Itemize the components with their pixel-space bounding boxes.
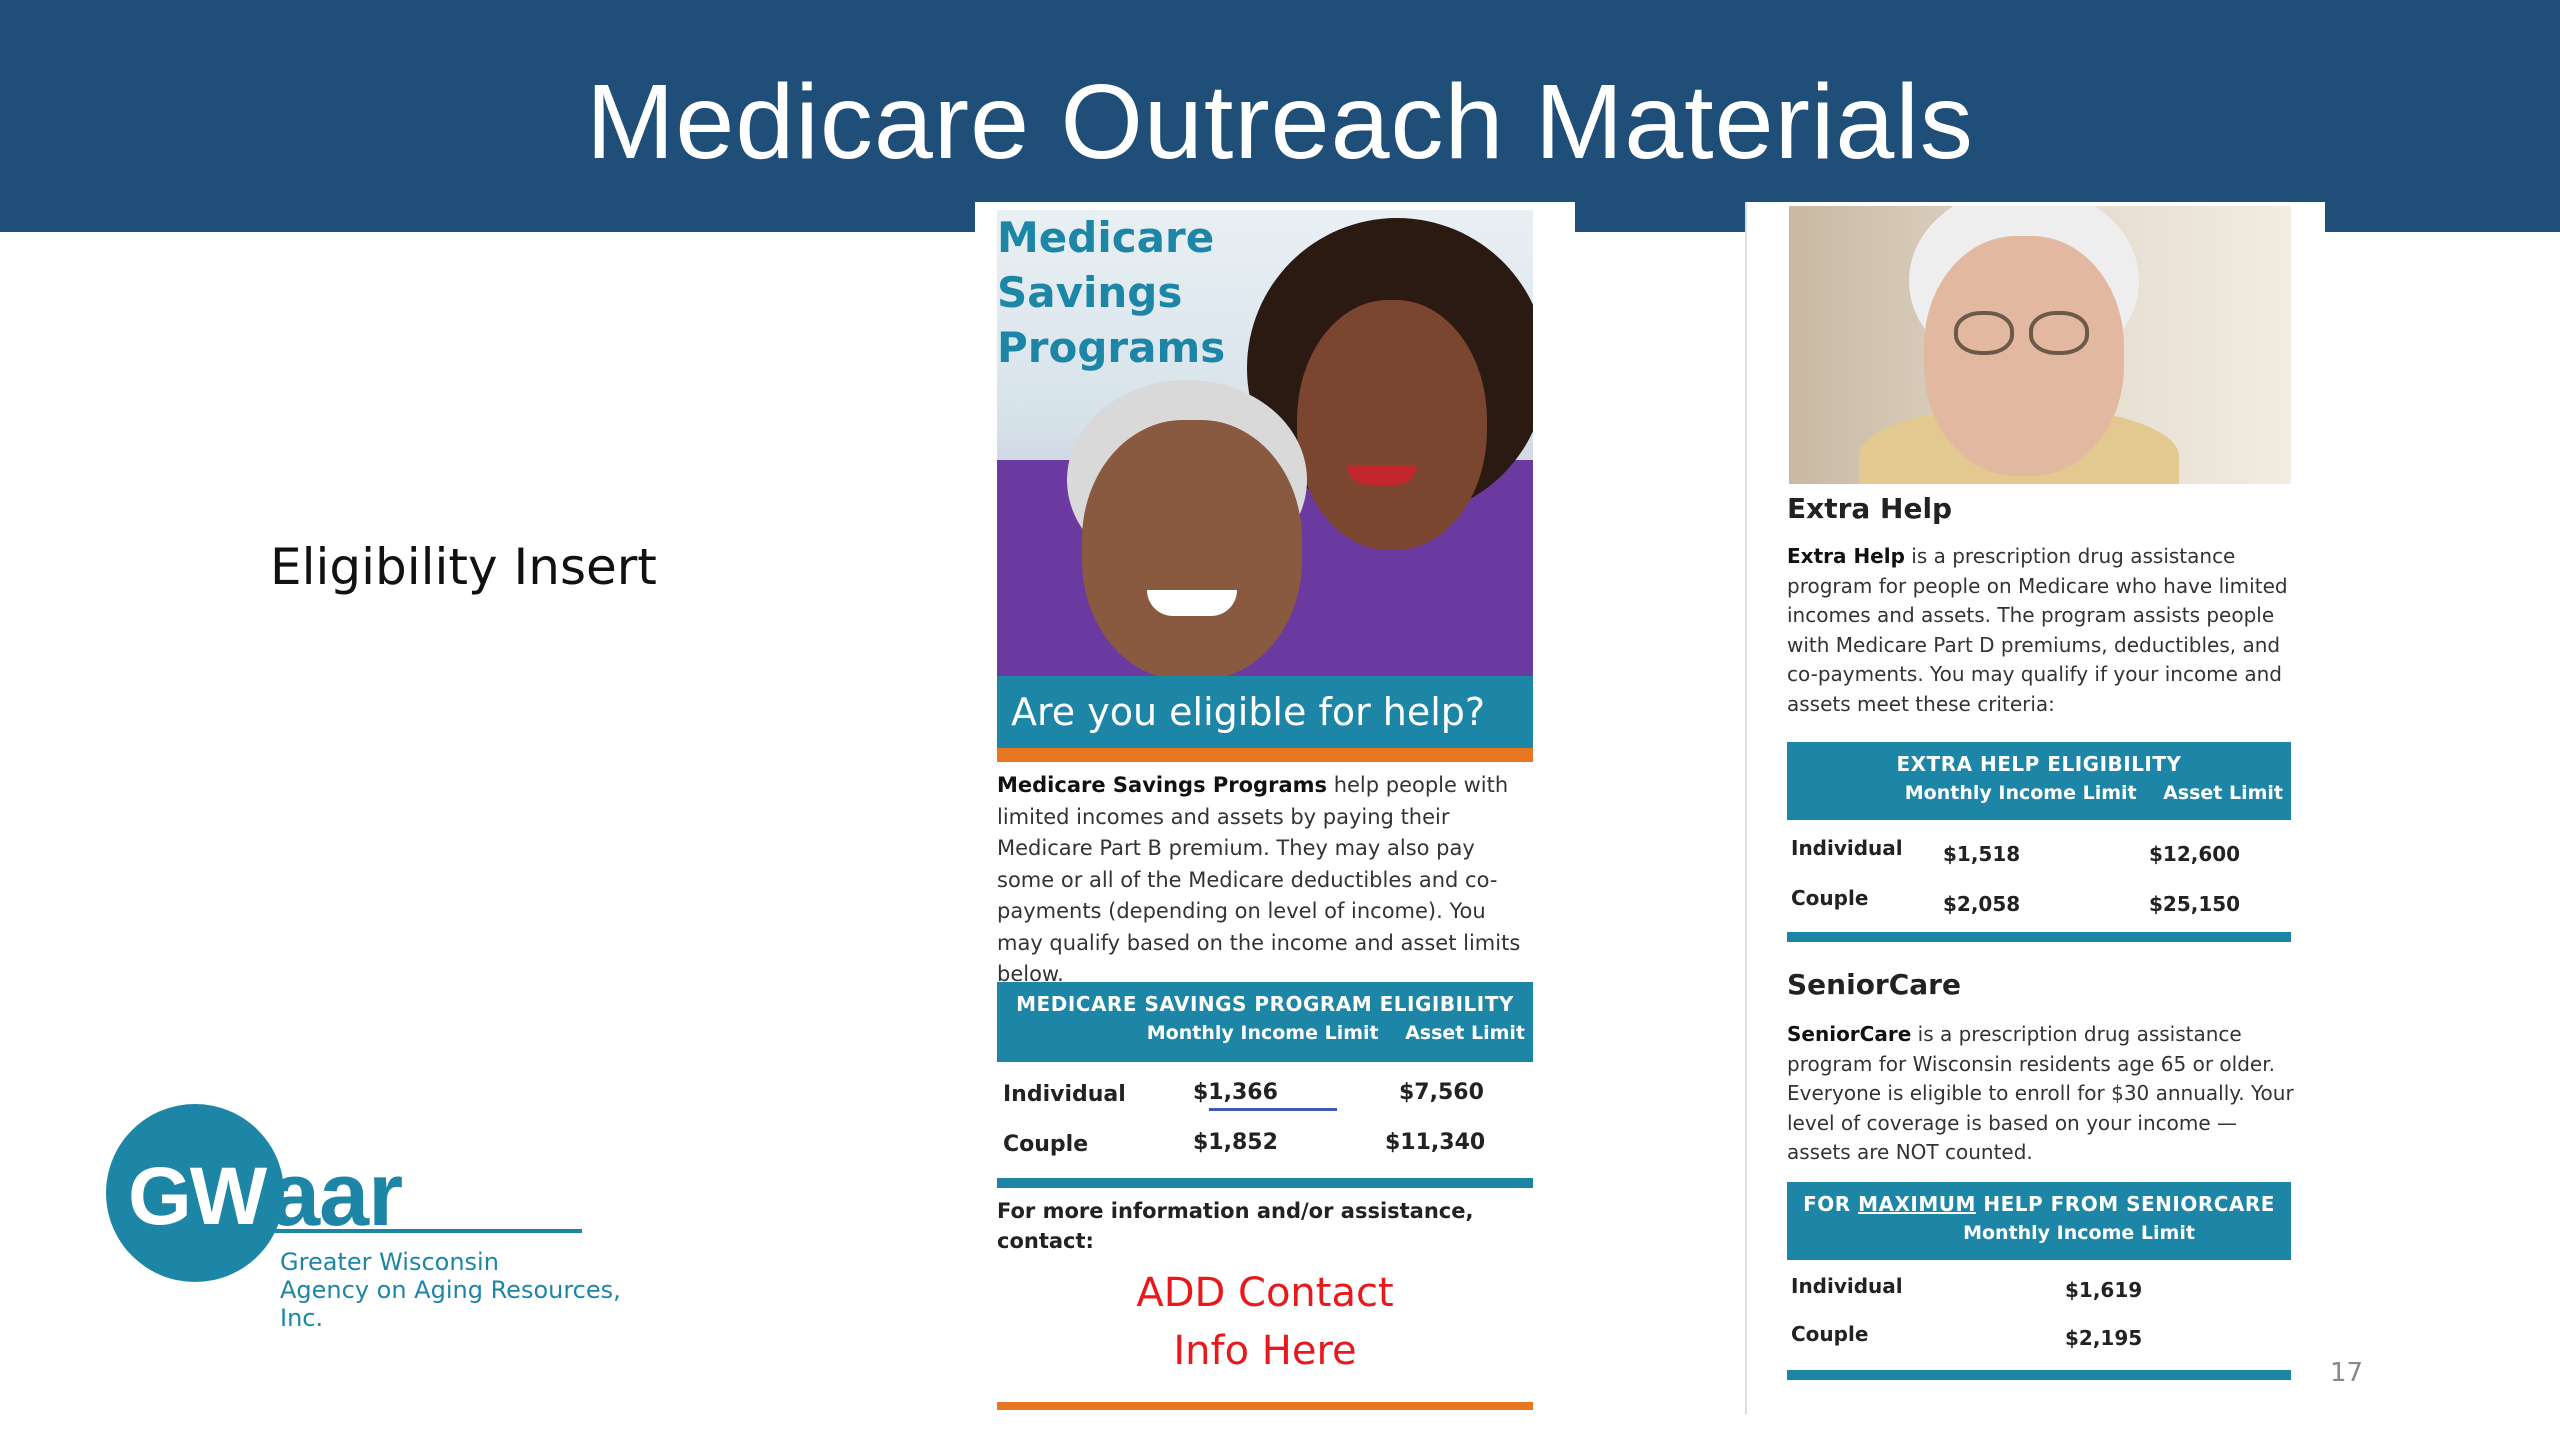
msp-row-asset: $11,340 — [1385, 1130, 1486, 1155]
logo-circle — [106, 1104, 284, 1282]
extra-help-body-text: is a prescription drug assistance progra… — [1787, 544, 2288, 716]
seniorcare-body: SeniorCare is a prescription drug assist… — [1787, 1020, 2297, 1168]
extra-help-row-asset: $25,150 — [2149, 892, 2241, 916]
contact-placeholder: ADD Contact Info Here — [997, 1264, 1533, 1380]
seniorcare-heading-maximum: MAXIMUM — [1858, 1192, 1976, 1216]
income-underline — [1209, 1108, 1337, 1111]
msp-table-bottom-bar — [997, 1178, 1533, 1188]
gwaar-logo: GW aar Greater Wisconsin Agency on Aging… — [100, 1100, 660, 1332]
more-info-text: For more information and/or assistance, … — [997, 1199, 1474, 1253]
contact-line1: ADD Contact — [1136, 1270, 1394, 1316]
logo-underline — [270, 1229, 582, 1233]
extra-help-body: Extra Help is a prescription drug assist… — [1787, 542, 2297, 719]
extra-help-row-label: Individual — [1791, 836, 1903, 860]
msp-row-asset: $7,560 — [1399, 1080, 1484, 1105]
extra-help-table-heading: EXTRA HELP ELIGIBILITY — [1896, 752, 2182, 776]
msp-row-label: Couple — [1003, 1132, 1089, 1157]
msp-row-income: $1,366 — [1193, 1080, 1278, 1105]
msp-intro-text: help people with limited incomes and ass… — [997, 773, 1521, 986]
seniorcare-row-income: $2,195 — [2065, 1326, 2143, 1350]
msp-row-income: $1,852 — [1193, 1130, 1278, 1155]
msp-intro: Medicare Savings Programs help people wi… — [997, 770, 1537, 991]
seniorcare-table-header: FOR MAXIMUM HELP FROM SENIORCARE Monthly… — [1787, 1182, 2291, 1260]
logo-mark-aar: aar — [270, 1145, 403, 1245]
orange-divider — [997, 748, 1533, 762]
seniorcare-row-income: $1,619 — [2065, 1278, 2143, 1302]
extra-help-brochure: Extra Help Extra Help is a prescription … — [1745, 202, 2325, 1414]
logo-subtitle-line2: Agency on Aging Resources, Inc. — [280, 1276, 621, 1332]
senior-woman-photo — [1789, 206, 2291, 484]
slide-title: Medicare Outreach Materials — [586, 63, 1974, 181]
seniorcare-table-bottom-bar — [1787, 1370, 2291, 1380]
extra-help-table-header: EXTRA HELP ELIGIBILITY Monthly Income Li… — [1787, 742, 2291, 820]
eligibility-banner: Are you eligible for help? — [997, 676, 1533, 748]
msp-table-header: MEDICARE SAVINGS PROGRAM ELIGIBILITY Mon… — [997, 982, 1533, 1062]
eligibility-insert-label: Eligibility Insert — [270, 538, 657, 596]
msp-row-label: Individual — [1003, 1082, 1126, 1107]
msp-col-income: Monthly Income Limit — [1146, 1022, 1379, 1044]
seniorcare-heading-post: HELP FROM SENIORCARE — [1983, 1192, 2275, 1216]
seniorcare-row-label: Individual — [1791, 1274, 1903, 1298]
contact-line2: Info Here — [1173, 1328, 1357, 1374]
msp-title: Medicare Savings Programs — [997, 213, 1226, 372]
logo-mark-gw: GW — [128, 1151, 267, 1242]
seniorcare-col-income: Monthly Income Limit — [1963, 1222, 2195, 1244]
extra-help-col-asset: Asset Limit — [2163, 782, 2283, 804]
seniorcare-row-label: Couple — [1791, 1322, 1869, 1346]
orange-bottom-bar — [997, 1402, 1533, 1410]
logo-subtitle-line1: Greater Wisconsin — [280, 1248, 499, 1276]
title-bar — [0, 0, 2560, 232]
extra-help-heading: Extra Help — [1787, 492, 1953, 525]
msp-table-heading: MEDICARE SAVINGS PROGRAM ELIGIBILITY — [1016, 992, 1514, 1016]
seniorcare-heading: SeniorCare — [1787, 968, 1961, 1001]
msp-brochure: Medicare Savings Programs Are you eligib… — [975, 202, 1575, 1422]
seniorcare-heading-pre: FOR — [1803, 1192, 1851, 1216]
extra-help-row-asset: $12,600 — [2149, 842, 2241, 866]
msp-col-asset: Asset Limit — [1405, 1022, 1525, 1044]
extra-help-table-bottom-bar — [1787, 932, 2291, 942]
msp-intro-bold: Medicare Savings Programs — [997, 773, 1327, 797]
seniorcare-body-bold: SeniorCare — [1787, 1022, 1912, 1046]
extra-help-body-bold: Extra Help — [1787, 544, 1905, 568]
extra-help-col-income: Monthly Income Limit — [1904, 782, 2137, 804]
seniorcare-body-text: is a prescription drug assistance progra… — [1787, 1022, 2294, 1164]
extra-help-row-income: $2,058 — [1943, 892, 2021, 916]
extra-help-row-income: $1,518 — [1943, 842, 2021, 866]
couple-photo — [997, 210, 1533, 678]
extra-help-row-label: Couple — [1791, 886, 1869, 910]
page-number: 17 — [2330, 1358, 2364, 1388]
